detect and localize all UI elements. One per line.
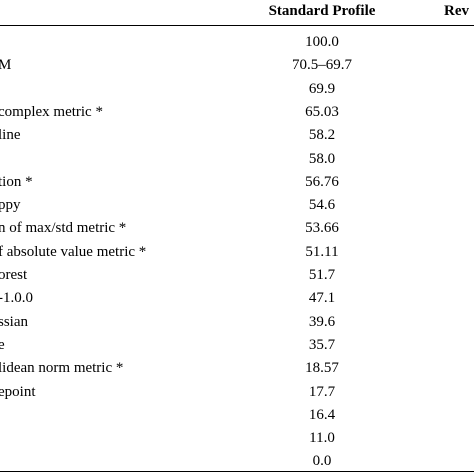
column-header: Rev (444, 3, 469, 19)
row-value: 51.11 (305, 243, 339, 260)
row-value: 35.7 (308, 336, 336, 353)
row-label: f absolute value metric * (0, 243, 147, 260)
row-value: 0.0 (312, 453, 332, 470)
row-value: 11.0 (309, 430, 335, 447)
row-value: 18.57 (305, 360, 339, 377)
row-label: lidean norm metric * (0, 360, 124, 377)
row-value: 65.03 (305, 103, 339, 120)
row-value: 58.2 (308, 127, 336, 144)
row-value: 17.7 (308, 383, 336, 400)
row-value: 47.1 (308, 290, 336, 307)
column-header: Standard Profile (268, 3, 376, 19)
row-value: 39.6 (308, 313, 336, 330)
row-label: complex metric * (0, 103, 103, 120)
bottom-rule (0, 471, 474, 472)
row-value: 51.7 (308, 267, 336, 283)
row-value: 58.0 (308, 150, 336, 167)
row-value: 56.76 (305, 173, 339, 190)
row-value: 54.6 (308, 197, 336, 214)
row-label: ssian (0, 313, 28, 330)
row-label: n of max/std metric * (0, 220, 127, 237)
row-label: tion * (0, 173, 33, 190)
row-label: orest (0, 267, 28, 283)
row-value: 100.0 (305, 34, 339, 50)
row-label: line (0, 127, 21, 144)
row-label: epoint (0, 383, 36, 400)
row-label: e (0, 336, 5, 353)
row-value: 53.66 (305, 220, 339, 237)
row-label: ppy (0, 197, 21, 214)
row-value: 70.5–69.7 (292, 57, 352, 74)
row-label: -1.0.0 (0, 290, 33, 307)
row-value: 69.9 (308, 80, 336, 97)
row-label: M (0, 57, 12, 74)
header-rule (0, 25, 474, 26)
row-value: 16.4 (308, 406, 336, 423)
